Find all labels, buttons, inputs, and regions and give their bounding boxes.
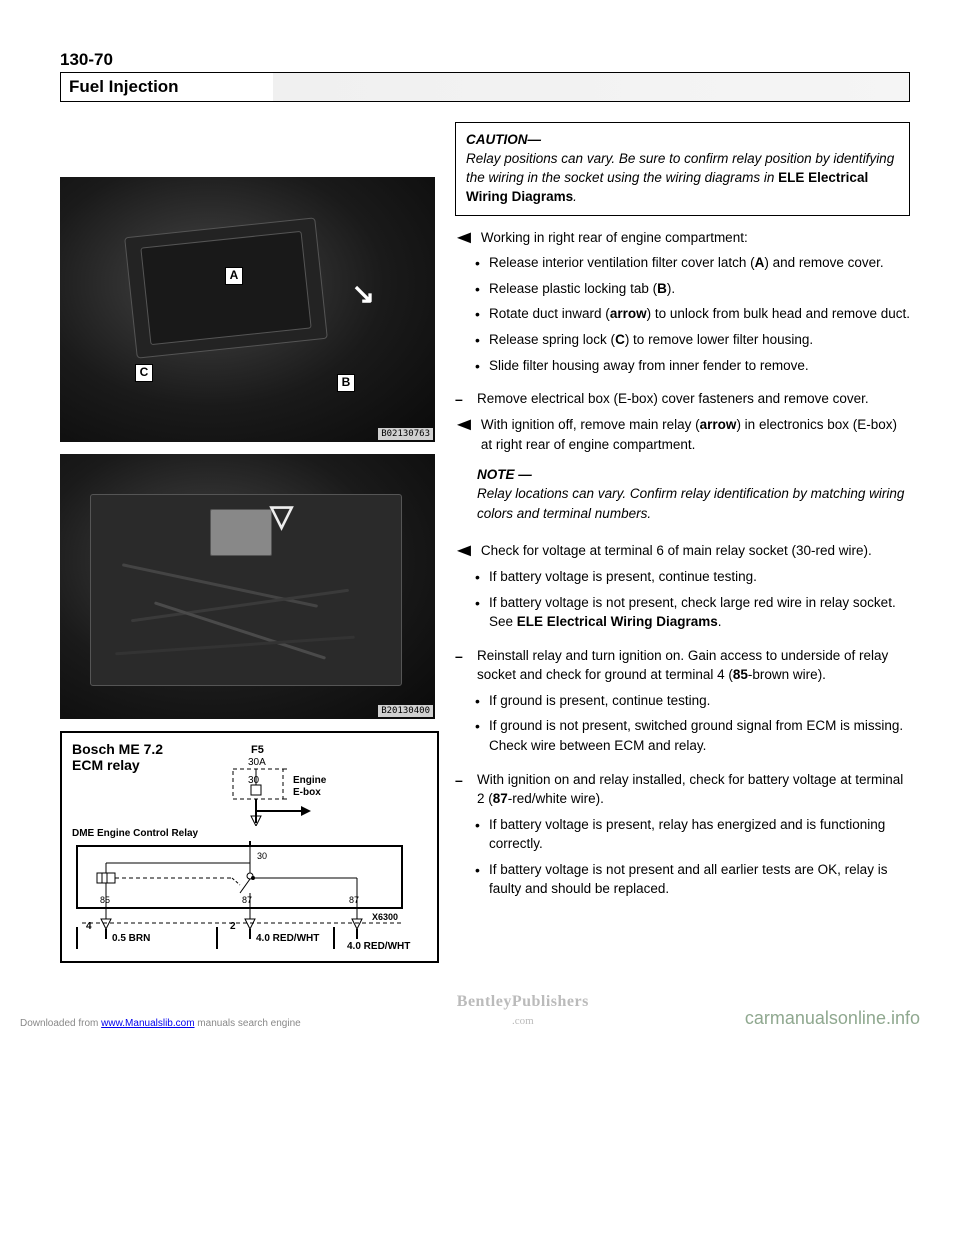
sub-bullet-list: If battery voltage is present, continue … <box>475 567 910 632</box>
sub-bullet: If ground is present, continue testing. <box>475 691 910 711</box>
step-text: Check for voltage at terminal 6 of main … <box>481 541 872 561</box>
photo-label-b: B <box>337 374 355 392</box>
svg-text:87: 87 <box>242 895 252 905</box>
caution-box: CAUTION— Relay positions can vary. Be su… <box>455 122 910 216</box>
photo-label-a: A <box>225 267 243 285</box>
photo-ebox-relay: ▽ B20130400 <box>60 454 435 719</box>
svg-text:0.5 BRN: 0.5 BRN <box>112 933 150 944</box>
sub-bullet: Release plastic locking tab (B). <box>475 279 910 299</box>
svg-text:4.0 RED/WHT: 4.0 RED/WHT <box>347 941 410 951</box>
sub-bullet: If battery voltage is not present, check… <box>475 593 910 632</box>
caution-heading: CAUTION— <box>466 132 541 147</box>
footer-left: Downloaded from www.Manualslib.com manua… <box>20 1018 301 1029</box>
note-body: Relay locations can vary. Confirm relay … <box>477 486 904 521</box>
note-heading: NOTE — <box>477 467 532 482</box>
svg-text:87: 87 <box>349 895 359 905</box>
sub-bullet: If ground is not present, switched groun… <box>475 716 910 755</box>
step-text: With ignition off, remove main relay (ar… <box>481 415 910 454</box>
photo-engine-compartment-1: A ↘ B C B02130763 <box>60 177 435 442</box>
step-text: Working in right rear of engine compartm… <box>481 228 748 248</box>
sub-bullet: If battery voltage is present, continue … <box>475 567 910 587</box>
sub-bullet: If battery voltage is not present and al… <box>475 860 910 899</box>
dme-label: DME Engine Control Relay <box>72 828 427 839</box>
svg-text:30: 30 <box>257 851 267 861</box>
sub-bullet: Release spring lock (C) to remove lower … <box>475 330 910 350</box>
svg-text:X6300: X6300 <box>372 912 398 922</box>
dash-marker-icon: – <box>455 389 467 409</box>
sub-bullet: Release interior ventilation filter cove… <box>475 253 910 273</box>
diagram-title-2: ECM relay <box>72 757 163 773</box>
page-footer: Downloaded from www.Manualslib.com manua… <box>0 993 960 1039</box>
page-number: 130-70 <box>60 50 910 70</box>
svg-text:4: 4 <box>86 921 92 932</box>
photo-id-2: B20130400 <box>378 705 433 717</box>
arrow-step: ◄ Working in right rear of engine compart… <box>455 228 910 248</box>
step-text: With ignition on and relay installed, ch… <box>477 770 910 809</box>
diagram-fuse-svg: F5 30A 30 Engine E-box <box>193 741 393 826</box>
dash-step: –With ignition on and relay installed, c… <box>455 770 910 809</box>
svg-text:2: 2 <box>230 921 236 932</box>
svg-text:30A: 30A <box>248 757 266 768</box>
svg-text:Engine: Engine <box>293 775 327 786</box>
photo-label-c: C <box>135 364 153 382</box>
svg-text:30: 30 <box>248 775 260 786</box>
arrow-marker-icon: ◄ <box>452 228 475 248</box>
svg-text:85: 85 <box>100 895 110 905</box>
dash-marker-icon: – <box>455 646 467 685</box>
manualslib-link[interactable]: www.Manualslib.com <box>101 1018 194 1029</box>
dash-step: –Reinstall relay and turn ignition on. G… <box>455 646 910 685</box>
photo-id-1: B02130763 <box>378 428 433 440</box>
arrow-marker-icon: ◄ <box>452 415 475 454</box>
arrow-marker-icon: ◄ <box>452 541 475 561</box>
section-header: Fuel Injection <box>60 72 910 102</box>
note-block: NOTE — Relay locations can vary. Confirm… <box>477 465 910 524</box>
footer-center: BentleyPublishers .com <box>457 993 589 1029</box>
dash-marker-icon: – <box>455 770 467 809</box>
relay-diagram: Bosch ME 7.2 ECM relay F5 30A 30 Engine … <box>60 731 439 963</box>
svg-text:E-box: E-box <box>293 787 321 798</box>
sub-bullet: Rotate duct inward (arrow) to unlock fro… <box>475 304 910 324</box>
sub-bullet-list: Release interior ventilation filter cove… <box>475 253 910 375</box>
arrow-step: ◄ Check for voltage at terminal 6 of main… <box>455 541 910 561</box>
dash-step: –Remove electrical box (E-box) cover fas… <box>455 389 910 409</box>
photo-arrow: ↘ <box>352 277 375 310</box>
svg-text:4.0 RED/WHT: 4.0 RED/WHT <box>256 933 319 944</box>
caution-body-2: . <box>573 189 577 204</box>
footer-right[interactable]: carmanualsonline.info <box>745 1008 920 1029</box>
diagram-title-1: Bosch ME 7.2 <box>72 741 163 757</box>
sub-bullet: Slide filter housing away from inner fen… <box>475 356 910 376</box>
photo-arrow-2: ▽ <box>270 499 293 534</box>
sub-bullet-list: If battery voltage is present, relay has… <box>475 815 910 899</box>
sub-bullet-list: If ground is present, continue testing. I… <box>475 691 910 756</box>
relay-schematic-svg: 30 85 87 <box>72 841 422 951</box>
step-text: Reinstall relay and turn ignition on. Ga… <box>477 646 910 685</box>
step-text: Remove electrical box (E-box) cover fast… <box>477 389 869 409</box>
svg-text:F5: F5 <box>251 744 264 756</box>
sub-bullet: If battery voltage is present, relay has… <box>475 815 910 854</box>
arrow-step: ◄With ignition off, remove main relay (a… <box>455 415 910 454</box>
